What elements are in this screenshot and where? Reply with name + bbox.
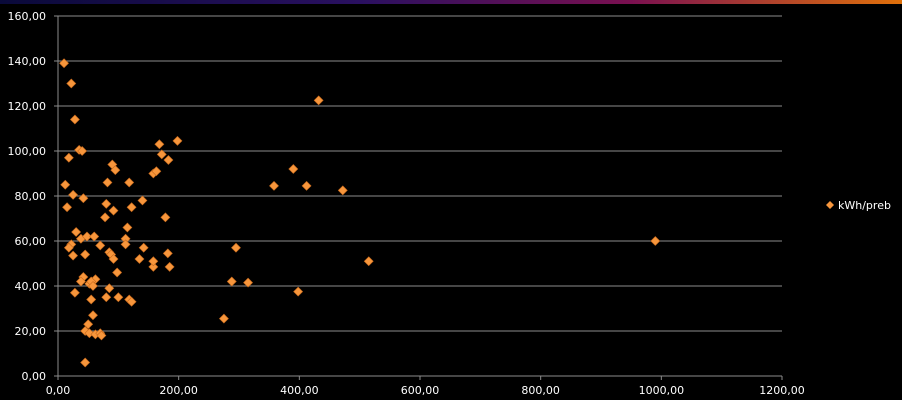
y-tick-label: 140,00	[8, 55, 47, 68]
data-point	[162, 248, 173, 259]
data-point	[160, 212, 171, 223]
data-point	[151, 166, 162, 177]
data-point	[120, 239, 131, 250]
y-tick-label: 120,00	[8, 100, 47, 113]
data-point	[60, 179, 71, 190]
data-point	[301, 180, 312, 191]
data-point	[337, 185, 348, 196]
data-point	[76, 276, 86, 287]
data-point	[288, 164, 299, 174]
data-point	[62, 202, 72, 213]
data-point	[243, 277, 253, 288]
data-point	[59, 58, 69, 69]
y-tick-label: 40,00	[15, 280, 47, 293]
data-point	[69, 114, 80, 125]
data-point	[102, 177, 113, 188]
gridlines	[58, 15, 782, 332]
data-point	[100, 212, 110, 223]
data-point	[156, 149, 167, 160]
y-tick-label: 20,00	[15, 325, 47, 338]
data-point	[154, 139, 165, 150]
data-point	[80, 249, 91, 260]
data-point	[63, 152, 74, 163]
data-point	[313, 95, 324, 106]
data-point	[77, 146, 88, 156]
x-tick-label: 0,00	[46, 384, 71, 397]
data-points	[59, 58, 661, 368]
data-point	[148, 261, 159, 272]
data-point	[148, 256, 159, 267]
data-point	[134, 254, 145, 264]
data-point	[63, 242, 74, 253]
x-tick-label: 800,00	[521, 384, 560, 397]
legend-label: kWh/preb	[838, 199, 891, 212]
data-point	[108, 205, 119, 216]
data-point	[269, 180, 279, 191]
data-point	[122, 222, 133, 233]
data-point	[101, 292, 112, 303]
axes	[54, 15, 783, 380]
data-point	[293, 286, 304, 297]
data-point	[138, 242, 149, 253]
data-point	[124, 177, 135, 188]
data-point	[78, 193, 89, 204]
x-tick-label: 400,00	[280, 384, 319, 397]
data-point	[96, 330, 107, 341]
y-tick-label: 80,00	[15, 190, 47, 203]
data-point	[68, 250, 79, 261]
data-point	[66, 78, 77, 89]
data-point	[163, 155, 174, 165]
data-point	[95, 240, 106, 251]
x-tick-label: 600,00	[401, 384, 440, 397]
data-point	[226, 276, 237, 287]
data-point	[231, 242, 241, 253]
legend: kWh/preb	[826, 199, 891, 212]
data-point	[86, 294, 97, 305]
x-tick-label: 1200,00	[759, 384, 805, 397]
data-point	[110, 165, 121, 176]
data-point	[108, 254, 119, 264]
y-tick-label: 0,00	[22, 370, 47, 383]
data-point	[71, 227, 82, 237]
y-tick-label: 60,00	[15, 235, 47, 248]
data-point	[137, 195, 148, 206]
x-axis-ticks: 0,00 200,00 400,00 600,00 800,00 1000,00 1200,…	[46, 384, 805, 397]
data-point	[164, 261, 175, 272]
data-point	[89, 231, 100, 242]
data-point	[69, 287, 80, 298]
data-point	[104, 283, 115, 294]
data-point	[126, 202, 137, 213]
data-point	[650, 236, 661, 246]
data-point	[83, 319, 94, 330]
x-tick-label: 200,00	[159, 384, 198, 397]
data-point	[113, 292, 124, 303]
data-point	[88, 281, 98, 291]
data-point	[68, 189, 79, 200]
y-tick-label: 100,00	[8, 145, 47, 158]
data-point	[82, 231, 92, 242]
data-point	[218, 313, 229, 324]
data-point	[172, 135, 183, 146]
legend-marker-icon	[826, 201, 834, 209]
data-point	[101, 198, 112, 209]
data-point	[112, 267, 123, 278]
top-gradient-bar	[0, 0, 902, 4]
y-axis-ticks: 0,00 20,00 40,00 60,00 80,00 100,00 120,00 140,…	[8, 10, 47, 383]
data-point	[363, 256, 374, 267]
x-tick-label: 1000,00	[639, 384, 685, 397]
data-point	[126, 296, 137, 307]
y-tick-label: 160,00	[8, 10, 47, 23]
data-point	[88, 310, 98, 321]
data-point	[80, 357, 91, 368]
